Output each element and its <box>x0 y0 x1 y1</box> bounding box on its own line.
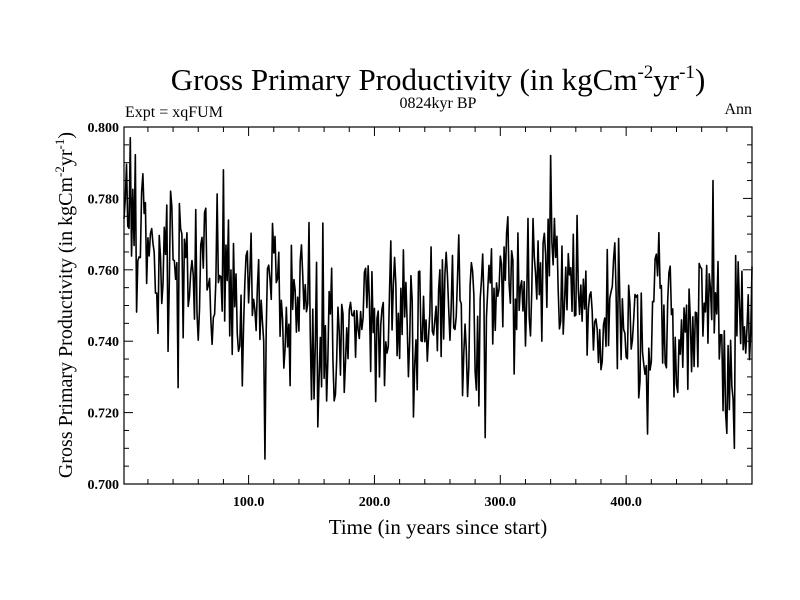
y-axis-ticks: 0.700 0.720 0.740 0.760 0.780 0.800 <box>88 121 752 493</box>
y-tick-label: 0.720 <box>88 407 120 422</box>
x-axis-ticks: 100.0 200.0 300.0 400.0 <box>147 127 728 510</box>
title-superscript-1: -2 <box>637 62 653 83</box>
chart-title: Gross Primary Productivity (in kgCm-2yr-… <box>171 62 706 97</box>
title-end: ) <box>695 62 705 97</box>
gpp-series-line <box>123 136 753 460</box>
x-tick-label: 400.0 <box>610 495 642 510</box>
title-main: Gross Primary Productivity (in kgCm <box>171 62 638 97</box>
y-tick-label: 0.700 <box>88 478 120 493</box>
ylabel-end: ) <box>55 132 77 139</box>
season-label: Ann <box>724 101 752 118</box>
ylabel-main: Gross Primary Productivity (in kgCm <box>55 177 77 479</box>
experiment-label: Expt = xqFUM <box>125 104 223 121</box>
x-tick-label: 100.0 <box>233 495 265 510</box>
x-tick-label: 200.0 <box>359 495 391 510</box>
title-mid: yr <box>653 62 680 97</box>
period-label: 0824kyr BP <box>400 95 477 112</box>
y-tick-label: 0.780 <box>88 192 120 207</box>
x-axis-label: Time (in years since start) <box>329 515 548 539</box>
ylabel-mid: yr <box>55 149 77 166</box>
y-tick-label: 0.760 <box>88 264 120 279</box>
title-superscript-2: -1 <box>679 62 695 83</box>
y-tick-label: 0.740 <box>88 335 120 350</box>
x-tick-label: 300.0 <box>485 495 517 510</box>
y-axis-label: Gross Primary Productivity (in kgCm-2yr-… <box>52 132 77 478</box>
ylabel-superscript-1: -2 <box>52 166 67 177</box>
ylabel-superscript-2: -1 <box>52 139 67 150</box>
y-tick-label: 0.800 <box>88 121 120 136</box>
